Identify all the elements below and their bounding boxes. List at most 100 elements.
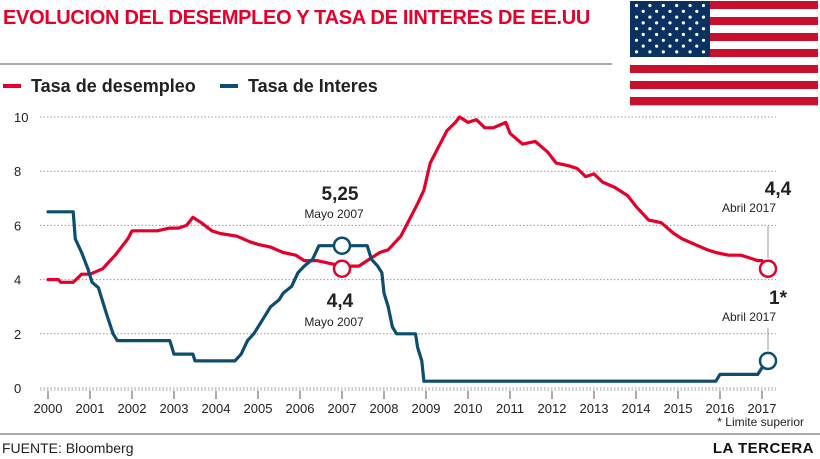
- flag-star: [661, 15, 665, 19]
- flag-star: [675, 27, 679, 31]
- interest-line: [46, 210, 775, 383]
- flag-star: [675, 50, 679, 54]
- unemployment-line: [46, 115, 775, 284]
- flag-star: [701, 3, 706, 8]
- flag-star: [675, 15, 679, 19]
- flag-stripe: [630, 1, 818, 10]
- x-axis: 2000 2001 2002 2003 2004 2005 2006 2007 2008 2009…: [34, 391, 777, 416]
- flag-stripe: [630, 89, 818, 98]
- flag-stripe: [630, 25, 818, 34]
- flag-stripe: [630, 41, 818, 50]
- flag-canton: [630, 1, 710, 57]
- flag-star: [655, 44, 659, 48]
- flag-star: [648, 15, 652, 19]
- flag-stripe: [630, 33, 818, 42]
- flag-star: [695, 32, 699, 37]
- chart-title: EVOLUCION DEL DESEMPLEO Y TASA DE IINTER…: [3, 7, 591, 29]
- annotation-interest-2007-value: 5,25: [322, 184, 359, 205]
- x-tick-label: 2012: [538, 401, 567, 416]
- flag-star: [648, 3, 652, 8]
- footnote: * Limite superior: [717, 415, 804, 429]
- y-tick-label: 8: [14, 164, 21, 179]
- flag-stripe: [630, 57, 818, 66]
- flag-star: [681, 21, 686, 25]
- x-tick-label: 2014: [622, 401, 651, 416]
- legend-label-interest: Tasa de Interes: [248, 76, 378, 96]
- y-tick-label: 6: [14, 218, 21, 233]
- annotation-unemployment-2017-value: 4,4: [765, 179, 792, 200]
- series-lines: [46, 115, 775, 383]
- us-flag-icon: [630, 1, 818, 106]
- flag-star: [641, 32, 645, 37]
- flag-star: [634, 3, 639, 8]
- flag-star: [695, 9, 699, 13]
- flag-star: [701, 50, 706, 54]
- x-tick-label: 2015: [664, 401, 693, 416]
- x-tick-label: 2011: [496, 401, 524, 416]
- flag-star: [648, 38, 652, 42]
- brand-logo: LA TERCERA: [712, 440, 814, 457]
- flag-star: [641, 9, 645, 13]
- flag-star: [701, 38, 706, 42]
- y-tick-label: 10: [14, 110, 28, 125]
- flag-star: [661, 27, 665, 31]
- flag-star: [648, 50, 652, 54]
- x-tick-label: 2013: [580, 401, 609, 416]
- flag-star: [648, 27, 652, 31]
- annotation-interest-2017-marker: [758, 351, 778, 371]
- flag-star: [675, 38, 679, 42]
- flag-star: [655, 32, 659, 37]
- x-tick-label: 2005: [244, 401, 273, 416]
- annotation-interest-2007-label: Mayo 2007: [304, 207, 364, 221]
- x-tick-label: 2008: [370, 401, 399, 416]
- flag-star: [695, 44, 699, 48]
- flag-star: [641, 21, 645, 25]
- x-tick-label: 2016: [706, 401, 735, 416]
- flag-star: [668, 44, 672, 48]
- x-tick-label: 2010: [454, 401, 483, 416]
- flag-star: [675, 3, 679, 8]
- annotation-interest-2017-label: Abril 2017: [722, 310, 776, 324]
- flag-star: [681, 9, 686, 13]
- x-tick-label: 2001: [76, 401, 105, 416]
- flag-star: [668, 21, 672, 25]
- x-tick-label: 2009: [412, 401, 441, 416]
- legend-label-unemployment: Tasa de desempleo: [31, 76, 196, 96]
- y-axis: 0 2 4 6 8 10: [14, 110, 28, 396]
- annotation-unemployment-2017-marker: [758, 259, 778, 279]
- flag-star: [634, 15, 639, 19]
- flag-star: [634, 50, 639, 54]
- x-tick-label: 2017: [748, 401, 777, 416]
- flag-star: [701, 27, 706, 31]
- flag-star: [655, 21, 659, 25]
- flag-stripe: [630, 65, 818, 74]
- annotation-unemployment-2017-label: Abril 2017: [722, 201, 776, 215]
- source-note: FUENTE: Bloomberg: [2, 440, 134, 456]
- flag-star: [688, 27, 692, 31]
- flag-star: [634, 27, 639, 31]
- flag-star: [641, 44, 645, 48]
- annotation-unemployment-2007-label: Mayo 2007: [304, 315, 364, 329]
- flag-stripe: [630, 97, 818, 106]
- x-tick-label: 2004: [202, 401, 231, 416]
- flag-star: [634, 38, 639, 42]
- y-tick-label: 4: [14, 273, 21, 288]
- x-tick-label: 2003: [160, 401, 189, 416]
- flag-star: [688, 50, 692, 54]
- annotation-unemployment-2007-marker: [332, 259, 352, 279]
- flag-star: [661, 38, 665, 42]
- flag-star: [668, 32, 672, 37]
- annotation-interest-2017-value: 1*: [769, 288, 788, 309]
- x-tick-label: 2000: [34, 401, 63, 416]
- flag-star: [668, 9, 672, 13]
- flag-star: [681, 44, 686, 48]
- flag-star: [688, 3, 692, 8]
- flag-stripe: [630, 49, 818, 58]
- flag-star: [701, 15, 706, 19]
- flag-star: [688, 15, 692, 19]
- y-tick-label: 2: [14, 327, 21, 342]
- flag-star: [681, 32, 686, 37]
- flag-star: [695, 21, 699, 25]
